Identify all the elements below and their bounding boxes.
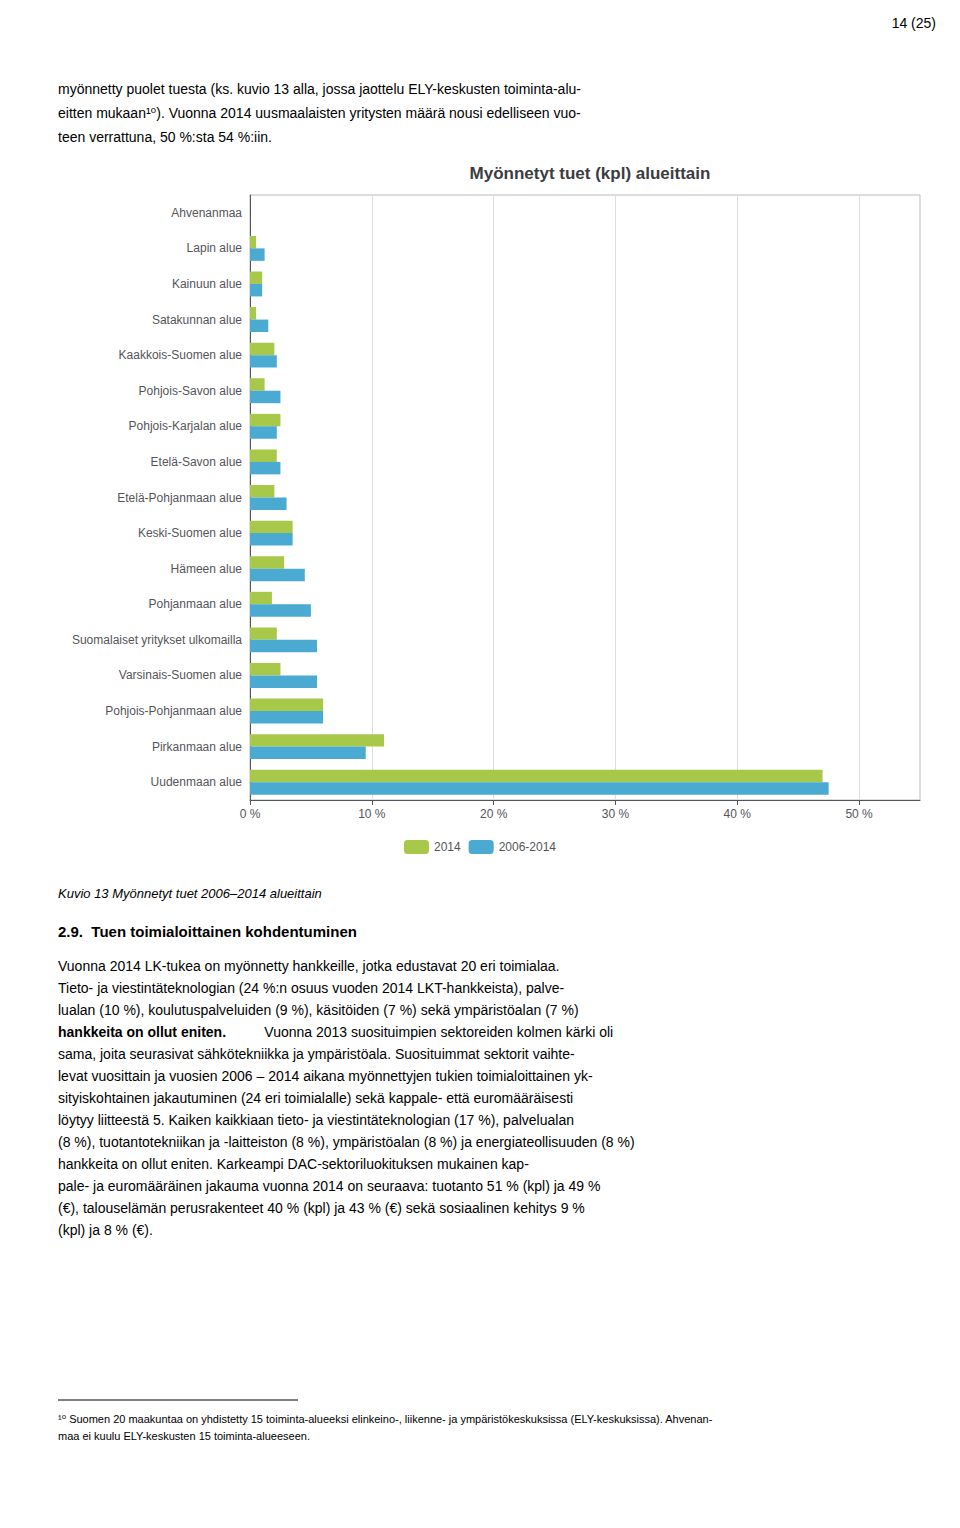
svg-text:2014: 2014 bbox=[434, 840, 461, 854]
svg-text:löytyy liitteestä 5. Kaiken ka: löytyy liitteestä 5. Kaiken kaikkiaan ti… bbox=[58, 1112, 574, 1128]
svg-text:Satakunnan alue: Satakunnan alue bbox=[152, 313, 242, 327]
svg-text:Pohjanmaan alue: Pohjanmaan alue bbox=[149, 597, 243, 611]
svg-text:pale- ja euromääräinen jakauma: pale- ja euromääräinen jakauma vuonna 20… bbox=[58, 1178, 600, 1194]
svg-text:lualan (10 %), koulutuspalvelu: lualan (10 %), koulutuspalveluiden (9 %)… bbox=[58, 1002, 579, 1018]
svg-text:Vuonna 2014 LK-tukea on myönne: Vuonna 2014 LK-tukea on myönnetty hankke… bbox=[58, 958, 559, 974]
svg-text:10 %: 10 % bbox=[358, 807, 386, 821]
svg-text:(8 %), tuotantotekniikan ja -l: (8 %), tuotantotekniikan ja -laitteiston… bbox=[58, 1134, 639, 1150]
svg-text:Lapin alue: Lapin alue bbox=[187, 241, 243, 255]
svg-text:sama, joita seurasivat sähköte: sama, joita seurasivat sähkötekniikka ja… bbox=[58, 1046, 575, 1062]
svg-text:maa ei kuulu ELY-keskusten 15: maa ei kuulu ELY-keskusten 15 toiminta-a… bbox=[58, 1430, 310, 1442]
svg-text:2006-2014: 2006-2014 bbox=[499, 840, 557, 854]
svg-text:Uudenmaan alue: Uudenmaan alue bbox=[151, 775, 243, 789]
svg-text:myönnetty puolet tuesta (ks. k: myönnetty puolet tuesta (ks. kuvio 13 al… bbox=[58, 81, 581, 97]
svg-text:Kuvio 13 Myönnetyt tuet 2006–2: Kuvio 13 Myönnetyt tuet 2006–2014 alueit… bbox=[58, 886, 322, 901]
svg-text:Pohjois-Pohjanmaan alue: Pohjois-Pohjanmaan alue bbox=[105, 704, 242, 718]
svg-text:sityiskohtainen jakautuminen (: sityiskohtainen jakautuminen (24 eri toi… bbox=[58, 1090, 573, 1106]
svg-text:14 (25): 14 (25) bbox=[892, 15, 936, 31]
svg-text:20 %: 20 % bbox=[480, 807, 508, 821]
svg-text:Etelä-Savon alue: Etelä-Savon alue bbox=[151, 455, 243, 469]
svg-text:levat vuosittain ja vuosien 20: levat vuosittain ja vuosien 2006 – 2014 … bbox=[58, 1068, 593, 1084]
svg-text:30 %: 30 % bbox=[602, 807, 630, 821]
svg-text:eitten mukaan¹⁰). Vuonna 2014: eitten mukaan¹⁰). Vuonna 2014 uusmaalais… bbox=[58, 105, 581, 121]
svg-text:0 %: 0 % bbox=[240, 807, 261, 821]
svg-text:Hämeen alue: Hämeen alue bbox=[171, 562, 243, 576]
svg-text:Ahvenanmaa: Ahvenanmaa bbox=[171, 206, 242, 220]
svg-text:¹⁰ Suomen 20 maakuntaa on yhdi: ¹⁰ Suomen 20 maakuntaa on yhdistetty 15 … bbox=[58, 1413, 713, 1425]
svg-text:Varsinais-Suomen alue: Varsinais-Suomen alue bbox=[119, 668, 243, 682]
svg-text:Kainuun alue: Kainuun alue bbox=[172, 277, 242, 291]
svg-text:Pohjois-Karjalan alue: Pohjois-Karjalan alue bbox=[129, 419, 243, 433]
svg-text:(€), talouselämän perusrakente: (€), talouselämän perusrakenteet 40 % (k… bbox=[58, 1200, 585, 1216]
svg-text:(kpl) ja 8 % (€).: (kpl) ja 8 % (€). bbox=[58, 1222, 153, 1238]
svg-text:Keski-Suomen alue: Keski-Suomen alue bbox=[138, 526, 242, 540]
svg-text:hankkeita on ollut eniten. Kar: hankkeita on ollut eniten. Karkeampi DAC… bbox=[58, 1156, 529, 1172]
svg-text:Kaakkois-Suomen alue: Kaakkois-Suomen alue bbox=[119, 348, 243, 362]
svg-text:Pirkanmaan alue: Pirkanmaan alue bbox=[152, 740, 242, 754]
svg-text:Myönnetyt tuet (kpl) alueittai: Myönnetyt tuet (kpl) alueittain bbox=[470, 164, 711, 183]
svg-text:Etelä-Pohjanmaan alue: Etelä-Pohjanmaan alue bbox=[117, 491, 242, 505]
svg-text:2.9. Tuen toimialoittainen ko: 2.9. Tuen toimialoittainen kohdentuminen bbox=[58, 923, 357, 940]
svg-text:teen verrattuna, 50 %:sta 54 %: teen verrattuna, 50 %:sta 54 %:iin. bbox=[58, 129, 272, 145]
svg-text:Vuonna 2013 suosituimpien sekt: Vuonna 2013 suosituimpien sektoreiden ko… bbox=[260, 1024, 613, 1040]
svg-text:hankkeita on ollut eniten.: hankkeita on ollut eniten. bbox=[58, 1024, 226, 1040]
svg-text:Suomalaiset yritykset ulkomail: Suomalaiset yritykset ulkomailla bbox=[72, 633, 242, 647]
svg-text:50 %: 50 % bbox=[845, 807, 873, 821]
svg-text:Pohjois-Savon alue: Pohjois-Savon alue bbox=[139, 384, 243, 398]
svg-text:Tieto- ja viestintäteknologian: Tieto- ja viestintäteknologian (24 %:n o… bbox=[58, 980, 564, 996]
svg-text:40 %: 40 % bbox=[724, 807, 752, 821]
